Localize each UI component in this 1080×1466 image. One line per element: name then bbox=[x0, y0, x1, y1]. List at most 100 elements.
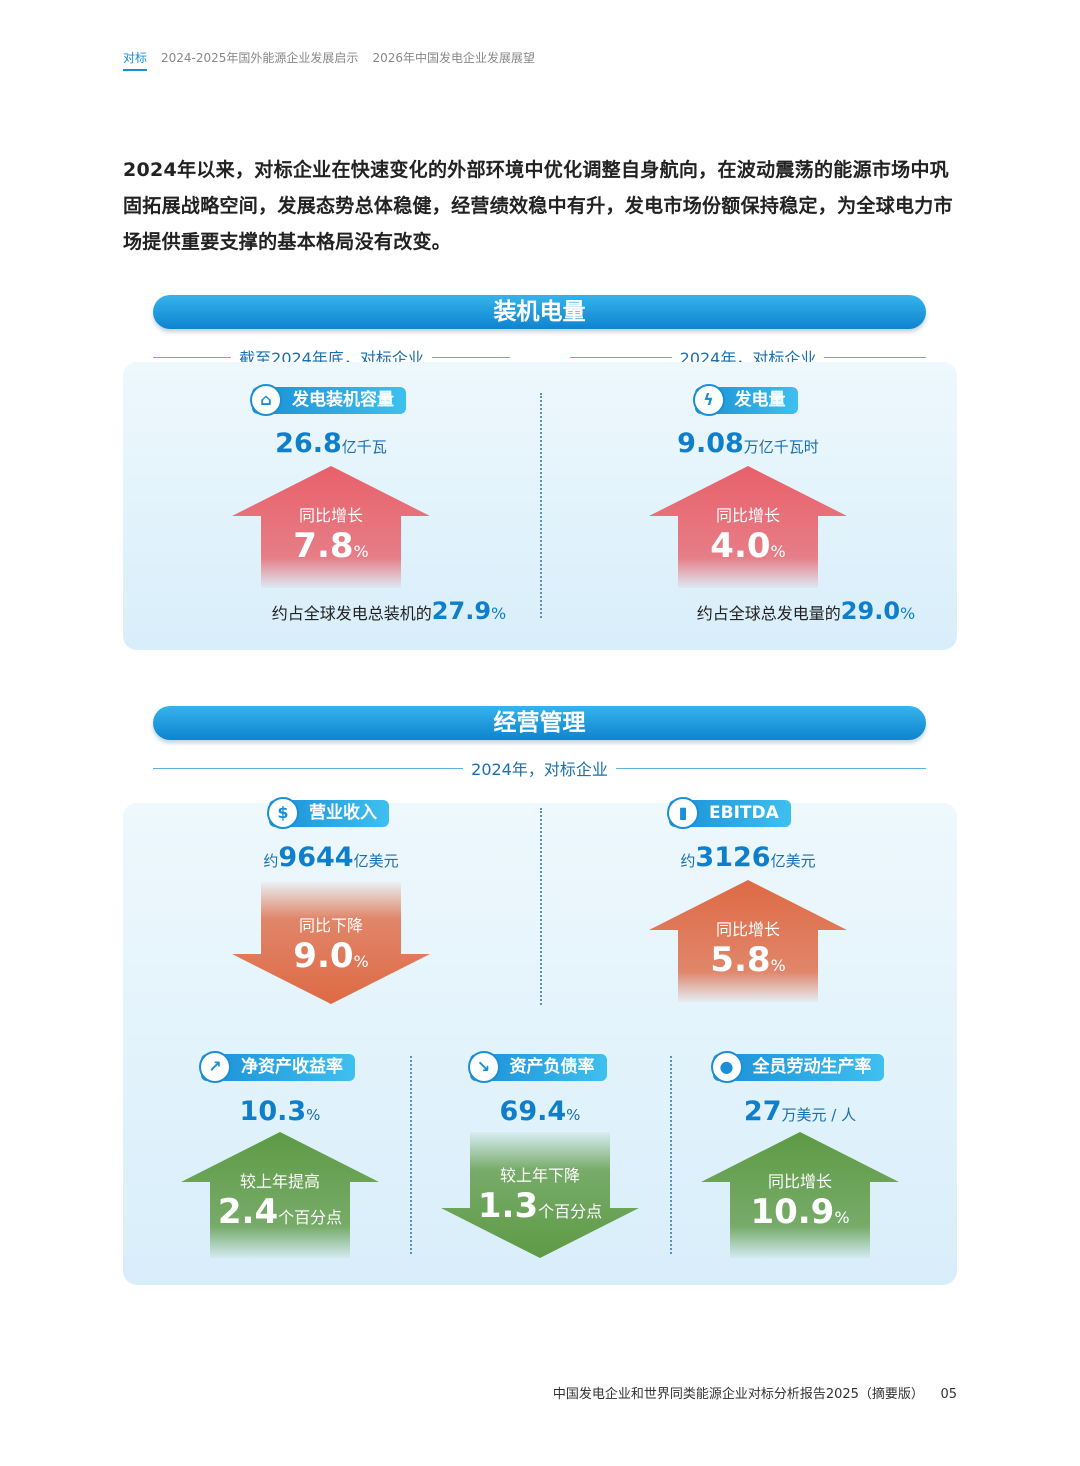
badge-label: 净资产收益率 bbox=[241, 1057, 343, 1077]
up-arrow-icon bbox=[232, 466, 430, 588]
power-plant-icon: ⌂ bbox=[250, 384, 282, 416]
dollar-icon: $ bbox=[267, 797, 299, 829]
change-label: 同比增长 bbox=[715, 506, 780, 525]
debt-value: 69.4% bbox=[410, 1096, 670, 1127]
up-arrow-icon bbox=[649, 880, 847, 1002]
value-unit: 亿美元 bbox=[353, 852, 399, 870]
value-unit: 万亿千瓦时 bbox=[743, 438, 819, 456]
change-label: 同比增长 bbox=[767, 1172, 832, 1191]
divider bbox=[410, 1056, 412, 1254]
value-unit: % bbox=[306, 1106, 321, 1124]
change-value: 10.9 bbox=[750, 1192, 835, 1232]
falling-chart-icon: ↘ bbox=[467, 1051, 500, 1083]
change-label: 较上年提高 bbox=[239, 1172, 320, 1191]
breadcrumb-nav: 对标 2024-2025年国外能源企业发展启示 2026年中国发电企业发展展望 bbox=[123, 49, 535, 71]
subheading-management: 2024年，对标企业 bbox=[153, 756, 927, 780]
share-value: 27.9 bbox=[431, 597, 492, 625]
change-unit: % bbox=[834, 1208, 850, 1227]
down-arrow-icon bbox=[232, 882, 430, 1004]
divider bbox=[540, 808, 542, 1005]
right-change: 同比增长 4.0% bbox=[648, 502, 848, 566]
badge-label: 营业收入 bbox=[309, 803, 377, 823]
subheading-text: 2024年，对标企业 bbox=[471, 760, 608, 779]
value-number: 10.3 bbox=[239, 1096, 307, 1127]
value-number: 27 bbox=[743, 1096, 782, 1127]
revenue-badge: $ 营业收入 bbox=[267, 797, 389, 829]
value-prefix: 约 bbox=[263, 852, 279, 870]
change-unit: % bbox=[353, 952, 369, 971]
badge-label: EBITDA bbox=[709, 803, 779, 823]
left-change: 同比增长 7.8% bbox=[231, 502, 431, 566]
value-unit: 亿千瓦 bbox=[341, 438, 387, 456]
productivity-value: 27万美元 / 人 bbox=[670, 1096, 930, 1127]
ebitda-change: 同比增长 5.8% bbox=[648, 916, 848, 980]
bar-chart-icon: ▮ bbox=[667, 797, 699, 829]
revenue-value: 约9644亿美元 bbox=[201, 842, 461, 873]
page-number: 05 bbox=[940, 1387, 957, 1402]
share-label: 约占全球发电总装机的 bbox=[271, 604, 432, 623]
lightning-icon: ϟ bbox=[692, 384, 725, 416]
right-badge: ϟ 发电量 bbox=[692, 384, 798, 416]
change-value: 4.0 bbox=[710, 526, 771, 566]
up-arrow-icon bbox=[181, 1132, 379, 1258]
intro-paragraph: 2024年以来，对标企业在快速变化的外部环境中优化调整自身航向，在波动震荡的能源… bbox=[123, 159, 953, 253]
change-unit: % bbox=[353, 542, 369, 561]
value-number: 9.08 bbox=[677, 428, 744, 459]
change-unit: % bbox=[770, 956, 786, 975]
value-number: 69.4 bbox=[499, 1096, 567, 1127]
debt-badge: ↘ 资产负债率 bbox=[467, 1051, 607, 1083]
badge-label: 发电装机容量 bbox=[292, 390, 394, 410]
change-label: 同比增长 bbox=[715, 920, 780, 939]
ebitda-badge: ▮ EBITDA bbox=[667, 797, 791, 829]
change-unit: 个百分点 bbox=[538, 1202, 603, 1221]
value-number: 3126 bbox=[695, 842, 771, 873]
share-unit: % bbox=[491, 604, 507, 623]
nav-item-benchmark[interactable]: 对标 bbox=[123, 49, 148, 71]
rising-chart-icon: ↗ bbox=[199, 1051, 231, 1083]
down-arrow-icon bbox=[441, 1132, 639, 1258]
right-global-share: 约占全球总发电量的29.0% bbox=[606, 597, 1006, 625]
section-banner-management: 经营管理 bbox=[153, 706, 926, 740]
change-label: 较上年下降 bbox=[499, 1166, 580, 1185]
right-value: 9.08万亿千瓦时 bbox=[618, 428, 878, 459]
badge-label: 发电量 bbox=[734, 390, 786, 410]
change-value: 1.3 bbox=[477, 1186, 539, 1226]
value-unit: 亿美元 bbox=[770, 852, 816, 870]
share-value: 29.0 bbox=[840, 597, 901, 625]
value-unit: 万美元 / 人 bbox=[781, 1106, 857, 1124]
share-label: 约占全球总发电量的 bbox=[696, 604, 841, 623]
change-label: 同比下降 bbox=[298, 916, 363, 935]
badge-label: 资产负债率 bbox=[509, 1057, 595, 1077]
badge-label: 全员劳动生产率 bbox=[752, 1057, 872, 1077]
person-icon: ● bbox=[710, 1051, 743, 1083]
value-prefix: 约 bbox=[680, 852, 696, 870]
left-value: 26.8亿千瓦 bbox=[201, 428, 461, 459]
value-number: 26.8 bbox=[275, 428, 342, 459]
roe-value: 10.3% bbox=[150, 1096, 410, 1127]
footer-title: 中国发电企业和世界同类能源企业对标分析报告2025（摘要版） bbox=[552, 1387, 924, 1402]
productivity-change: 同比增长 10.9% bbox=[700, 1168, 900, 1232]
roe-change: 较上年提高 2.4个百分点 bbox=[180, 1168, 380, 1232]
roe-badge: ↗ 净资产收益率 bbox=[199, 1051, 355, 1083]
revenue-change: 同比下降 9.0% bbox=[231, 912, 431, 976]
debt-change: 较上年下降 1.3个百分点 bbox=[440, 1162, 640, 1226]
change-value: 7.8 bbox=[293, 526, 354, 566]
up-arrow-icon bbox=[649, 466, 847, 588]
footer: 中国发电企业和世界同类能源企业对标分析报告2025（摘要版） 05 bbox=[553, 1383, 957, 1402]
divider bbox=[540, 393, 542, 618]
nav-item-china-outlook[interactable]: 2026年中国发电企业发展展望 bbox=[372, 51, 535, 65]
up-arrow-icon bbox=[701, 1132, 899, 1258]
nav-item-foreign-insights[interactable]: 2024-2025年国外能源企业发展启示 bbox=[161, 51, 359, 65]
left-badge: ⌂ 发电装机容量 bbox=[250, 384, 406, 416]
value-unit: % bbox=[566, 1106, 581, 1124]
change-value: 5.8 bbox=[710, 940, 771, 980]
divider bbox=[670, 1056, 672, 1254]
change-unit: % bbox=[770, 542, 786, 561]
value-number: 9644 bbox=[278, 842, 354, 873]
left-global-share: 约占全球发电总装机的27.9% bbox=[189, 597, 589, 625]
ebitda-value: 约3126亿美元 bbox=[618, 842, 878, 873]
section-banner-capacity: 装机电量 bbox=[153, 295, 926, 329]
change-value: 9.0 bbox=[293, 936, 354, 976]
productivity-badge: ● 全员劳动生产率 bbox=[710, 1051, 884, 1083]
change-unit: 个百分点 bbox=[278, 1208, 343, 1227]
